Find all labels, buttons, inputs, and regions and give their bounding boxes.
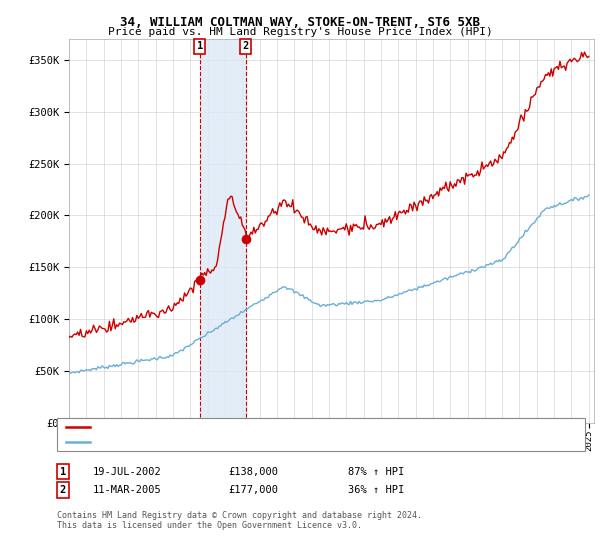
Text: 2: 2 bbox=[60, 485, 66, 495]
Text: 2: 2 bbox=[242, 41, 248, 51]
Text: 87% ↑ HPI: 87% ↑ HPI bbox=[348, 466, 404, 477]
Text: Price paid vs. HM Land Registry's House Price Index (HPI): Price paid vs. HM Land Registry's House … bbox=[107, 27, 493, 37]
Text: 11-MAR-2005: 11-MAR-2005 bbox=[93, 485, 162, 495]
Text: £177,000: £177,000 bbox=[228, 485, 278, 495]
Text: £138,000: £138,000 bbox=[228, 466, 278, 477]
Text: 19-JUL-2002: 19-JUL-2002 bbox=[93, 466, 162, 477]
Bar bbox=[200, 39, 245, 423]
Text: 34, WILLIAM COLTMAN WAY, STOKE-ON-TRENT, ST6 5XB (detached house): 34, WILLIAM COLTMAN WAY, STOKE-ON-TRENT,… bbox=[96, 422, 478, 432]
Text: Contains HM Land Registry data © Crown copyright and database right 2024.
This d: Contains HM Land Registry data © Crown c… bbox=[57, 511, 422, 530]
Text: 1: 1 bbox=[197, 41, 203, 51]
Text: HPI: Average price, detached house, Stoke-on-Trent: HPI: Average price, detached house, Stok… bbox=[96, 437, 390, 447]
Text: 36% ↑ HPI: 36% ↑ HPI bbox=[348, 485, 404, 495]
Text: 34, WILLIAM COLTMAN WAY, STOKE-ON-TRENT, ST6 5XB: 34, WILLIAM COLTMAN WAY, STOKE-ON-TRENT,… bbox=[120, 16, 480, 29]
Text: 1: 1 bbox=[60, 466, 66, 477]
